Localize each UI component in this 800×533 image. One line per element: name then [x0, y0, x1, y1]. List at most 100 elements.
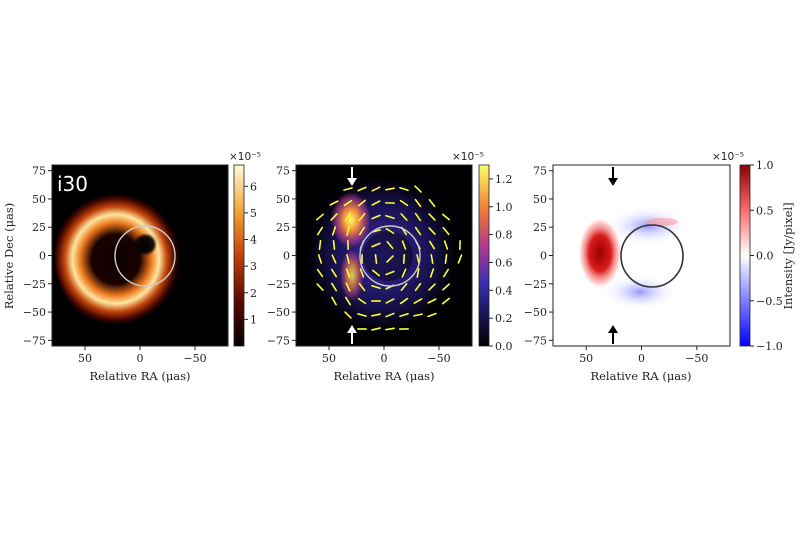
evpa-tick: [358, 282, 366, 292]
colorbar-label: Intensity [Jy/pixel]: [781, 202, 795, 309]
evpa-tick: [414, 198, 422, 208]
x-tick-label: −50: [183, 352, 206, 365]
inner-shadow: [363, 231, 413, 281]
evpa-tick: [330, 213, 338, 221]
reference-circle: [359, 225, 421, 287]
evpa-tick: [399, 312, 409, 318]
evpa-tick: [371, 284, 381, 290]
colorbar-tick-label: 0.2: [495, 312, 513, 325]
evpa-tick: [441, 297, 451, 305]
evpa-tick: [331, 226, 337, 236]
y-tick-label: 50: [276, 193, 290, 206]
x-tick-label: −50: [427, 352, 450, 365]
evpa-tick: [385, 227, 395, 235]
evpa-tick: [402, 254, 406, 264]
positive-arc: [646, 218, 678, 226]
colorbar-tick-label: 0.5: [756, 204, 774, 217]
x-tick-label: 50: [322, 352, 336, 365]
reference-circle: [114, 225, 176, 287]
x-tick-label: 50: [579, 352, 593, 365]
evpa-tick: [443, 240, 449, 250]
y-tick-label: 75: [533, 165, 547, 178]
evpa-tick: [330, 268, 338, 278]
evpa-tick: [316, 283, 324, 291]
evpa-tick: [427, 312, 437, 318]
evpa-tick: [441, 213, 451, 221]
evpa-tick: [371, 214, 381, 220]
y-tick-label: 25: [533, 221, 547, 234]
evpa-tick: [344, 311, 352, 319]
y-tick-label: −25: [23, 278, 46, 291]
axes-ticks: 50 0 −50 75 50 25 0 −25 −50 −75: [524, 165, 709, 365]
evpa-tick: [357, 186, 367, 192]
y-tick-label: −50: [267, 306, 290, 319]
evpa-tick: [400, 213, 408, 221]
evpa-tick: [318, 240, 322, 250]
evpa-tick: [330, 282, 338, 292]
colorbar-multiplier: ×10⁻⁵: [229, 151, 261, 163]
evpa-tick: [331, 254, 337, 264]
evpa-tick: [428, 240, 436, 250]
evpa-tick: [344, 212, 352, 222]
y-tick-label: −25: [267, 278, 290, 291]
evpa-tick: [357, 313, 367, 317]
evpa-tick: [428, 198, 436, 208]
evpa-tick: [427, 298, 437, 304]
y-tick-label: −50: [23, 306, 46, 319]
y-tick-label: −75: [267, 334, 290, 347]
evpa-tick: [413, 298, 423, 304]
x-tick-label: 0: [137, 352, 144, 365]
colorbar-tick-label: 0.8: [495, 229, 513, 242]
evpa-tick: [385, 312, 395, 318]
colorbar-tick-label: 0.0: [495, 340, 513, 353]
x-axis-label: Relative RA (μas): [333, 369, 434, 383]
axes-ticks: 50 0 −50 75 50 25 0 −25 −50 −75: [267, 165, 451, 365]
panel-polarized-intensity: 50 0 −50 75 50 25 0 −25 −50 −75 Relative RA (μas)…: [267, 151, 513, 383]
colorbar-tick-label: 1: [250, 313, 257, 326]
evpa-tick: [343, 199, 353, 207]
evpa-tick: [346, 254, 350, 264]
evpa-tick: [428, 227, 436, 235]
y-tick-label: 75: [32, 165, 46, 178]
x-axis-label: Relative RA (μas): [590, 369, 691, 383]
evpa-tick: [442, 226, 450, 236]
x-axis-label: Relative RA (μas): [89, 369, 190, 383]
bright-region-lower: [340, 249, 364, 301]
y-tick-label: −75: [524, 334, 547, 347]
y-tick-label: −25: [524, 278, 547, 291]
y-tick-label: 0: [540, 250, 547, 263]
colorbar-tick-label: 3: [250, 260, 257, 273]
evpa-tick: [331, 296, 337, 306]
x-tick-label: 0: [381, 352, 388, 365]
axes-ticks: 50 0 −50 75 50 25 0 −25 −50 −75: [23, 165, 207, 365]
y-tick-label: 50: [533, 193, 547, 206]
evpa-tick: [442, 268, 450, 278]
y-tick-label: −50: [524, 306, 547, 319]
colorbar-tick-label: 1.2: [495, 173, 513, 186]
evpa-tick: [401, 268, 407, 278]
colorbar-tick-label: 1.0: [495, 201, 513, 214]
evpa-tick: [371, 269, 381, 277]
colorbar-ticks: 0.0 0.2 0.4 0.6 0.8 1.0 1.2: [489, 173, 513, 353]
evpa-tick: [374, 254, 378, 264]
evpa-tick: [414, 226, 422, 236]
evpa-tick: [329, 200, 339, 206]
evpa-tick: [358, 212, 366, 222]
evpa-tick: [399, 297, 409, 305]
colorbar-tick-label: −1.0: [756, 340, 783, 353]
evpa-tick: [416, 254, 420, 264]
evpa-tick: [332, 240, 336, 250]
evpa-tick: [399, 186, 409, 192]
evpa-tick: [315, 213, 325, 221]
evpa-tick: [428, 283, 436, 291]
colorbar-tick-label: 0.6: [495, 256, 513, 269]
colorbar: [233, 164, 245, 347]
evpa-tick: [444, 254, 448, 264]
negative-region-lower: [602, 274, 678, 310]
evpa-tick: [414, 212, 422, 222]
evpa-tick: [346, 226, 350, 236]
arrow-bottom: [347, 325, 357, 344]
colorbar-tick-label: 0.0: [756, 250, 774, 263]
evpa-tick: [358, 226, 366, 236]
evpa-tick: [385, 214, 395, 220]
